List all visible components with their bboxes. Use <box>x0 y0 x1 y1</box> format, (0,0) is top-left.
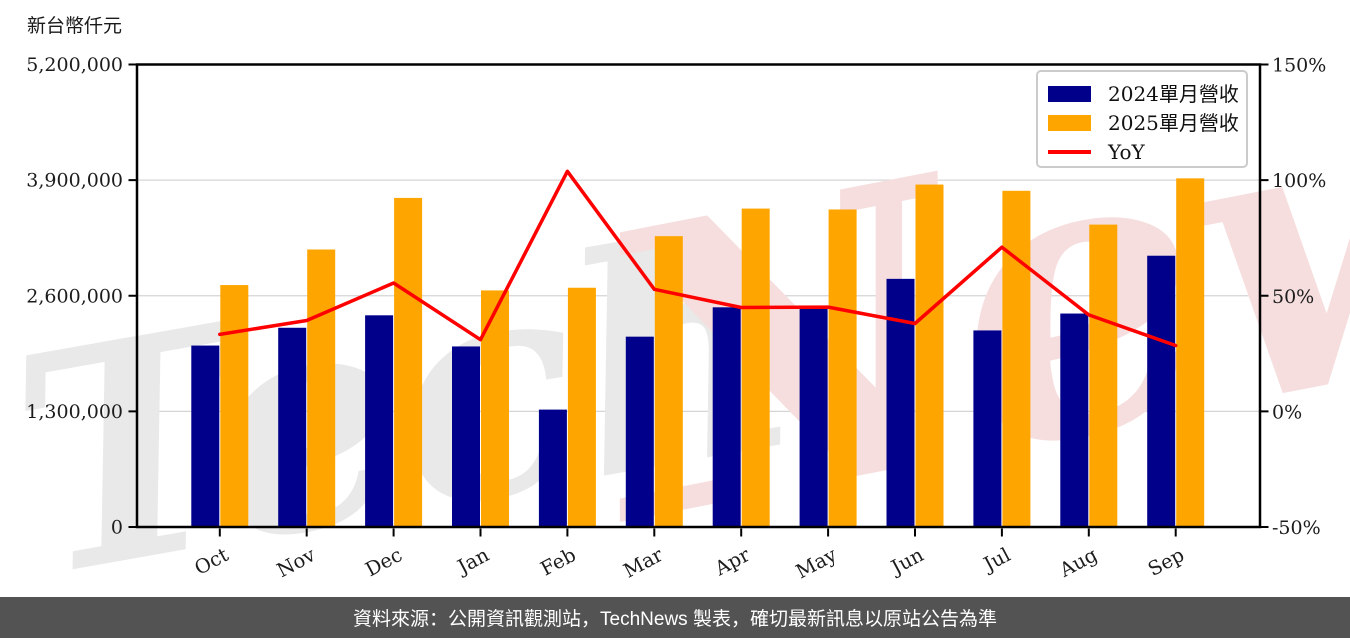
bar-2025-dec <box>394 197 423 528</box>
right-axis-tick-label: 0% <box>1272 401 1302 423</box>
bar-2024-jan <box>452 346 480 527</box>
legend-label-2025: 2025單月營收 <box>1108 110 1239 135</box>
yoy-line-group <box>218 169 1178 348</box>
bar-2025-jun <box>915 184 944 527</box>
x-axis-tick-label: Aug <box>1055 543 1101 582</box>
legend-label-2024: 2024單月營收 <box>1108 81 1239 106</box>
bar-2024-may <box>799 308 828 527</box>
bar-2025-nov <box>307 249 336 527</box>
bars <box>191 178 1205 528</box>
bar-2025-sep <box>1176 178 1205 527</box>
y-axis-tick-label: 5,200,000 <box>26 54 123 76</box>
bar-2025-jan <box>481 290 509 527</box>
y-axis-tick-label: 3,900,000 <box>26 170 123 192</box>
yoy-line <box>218 169 1178 348</box>
source-footer-text: 資料來源：公開資訊觀測站，TechNews 製表，確切最新訊息以原站公告為準 <box>353 609 997 630</box>
bar-2025-jul <box>1002 190 1031 527</box>
tick-marks <box>128 63 1269 537</box>
right-axis-tick-label: 100% <box>1272 170 1326 192</box>
chart-legend: 2024單月營收 2025單月營收 YoY <box>1036 70 1248 168</box>
bar-2025-may <box>828 209 857 528</box>
bar-2024-nov <box>278 327 307 527</box>
bar-2024-feb <box>538 409 567 527</box>
bar-2024-apr <box>712 307 741 527</box>
x-axis-tick-label: Sep <box>1144 543 1188 581</box>
x-axis-tick-label: Jul <box>978 543 1014 577</box>
legend-swatch-yoy-line <box>1048 149 1091 154</box>
right-axis-tick-label: -50% <box>1272 517 1321 539</box>
bar-2025-oct <box>220 285 249 527</box>
revenue-yoy-chart: TechNews01,300,0002,600,0003,900,0005,20… <box>0 0 1350 597</box>
y-axis-tick-label: 1,300,000 <box>26 401 123 423</box>
right-axis-tick-label: 150% <box>1272 55 1326 77</box>
legend-item-2025: 2025單月營收 <box>1048 108 1246 137</box>
y-axis-tick-label: 2,600,000 <box>26 285 123 307</box>
bar-2024-sep <box>1147 255 1176 528</box>
bar-2024-jun <box>886 278 915 527</box>
bar-2024-mar <box>625 336 654 527</box>
legend-swatch-2025-bar <box>1048 114 1091 131</box>
legend-swatch-2024-bar <box>1048 85 1091 102</box>
bar-2025-mar <box>654 236 683 527</box>
bar-2025-feb <box>567 287 596 527</box>
bar-2024-aug <box>1060 313 1089 527</box>
bar-2025-aug <box>1089 224 1118 527</box>
legend-item-yoy: YoY <box>1048 137 1246 166</box>
y-axis-unit-label: 新台幣仟元 <box>27 15 123 37</box>
right-axis-tick-label: 50% <box>1272 286 1314 308</box>
legend-label-yoy: YoY <box>1108 139 1145 164</box>
bar-2025-apr <box>741 208 770 527</box>
bar-2024-jul <box>973 330 1002 527</box>
source-footer: 資料來源：公開資訊觀測站，TechNews 製表，確切最新訊息以原站公告為準 <box>0 597 1350 638</box>
bar-2024-dec <box>365 315 394 527</box>
y-axis-tick-label: 0 <box>111 517 123 539</box>
legend-item-2024: 2024單月營收 <box>1048 79 1246 108</box>
bar-2024-oct <box>191 345 220 527</box>
